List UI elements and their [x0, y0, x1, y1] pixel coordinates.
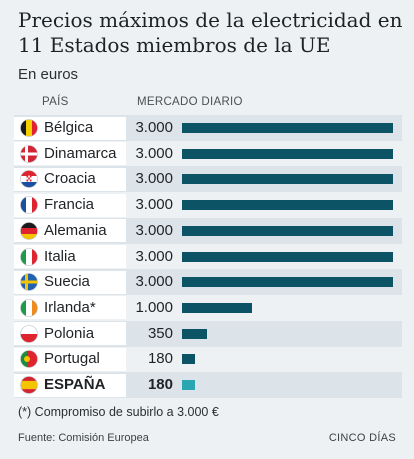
tick-label: Alemania — [44, 221, 107, 239]
country-cell — [14, 322, 126, 346]
sweden-flag-icon — [20, 273, 38, 291]
tick-label: Suecia — [44, 273, 90, 291]
portugal-flag-icon — [20, 350, 38, 369]
country-cell — [14, 116, 126, 140]
chart-title: Precios máximos de la electricidad en 11… — [18, 8, 403, 57]
tick-label: ESPAÑA — [44, 376, 106, 393]
tick-label: Bélgica — [44, 119, 94, 136]
country-cell — [14, 270, 126, 294]
bar — [182, 354, 195, 365]
data-label: 3.000 — [135, 196, 173, 214]
data-label: 3.000 — [135, 221, 173, 239]
country-cell — [14, 296, 126, 320]
bar — [182, 148, 393, 159]
spain-flag-icon — [20, 376, 38, 394]
germany-flag-icon — [20, 221, 38, 240]
bar — [182, 328, 207, 339]
bar — [182, 380, 195, 390]
tick-label: Polonia — [44, 324, 95, 342]
data-label: 3.000 — [135, 273, 173, 291]
croatia-flag-icon — [20, 170, 38, 189]
column-header-country: PAÍS — [42, 96, 69, 108]
tick-label: Italia — [44, 247, 76, 265]
tick-label: Portugal — [44, 350, 100, 368]
country-cell — [14, 167, 126, 191]
bar — [182, 251, 393, 262]
country-cell — [14, 219, 126, 243]
chart-subtitle: En euros — [18, 66, 79, 83]
tick-label: Francia — [44, 196, 95, 214]
denmark-flag-icon — [20, 144, 38, 163]
data-label: 3.000 — [135, 119, 173, 136]
data-label: 180 — [147, 376, 173, 393]
country-cell — [14, 373, 126, 397]
column-header-market: MERCADO DIARIO — [137, 96, 243, 108]
publisher-credit: CINCO DÍAS — [328, 432, 396, 444]
country-cell — [14, 347, 126, 371]
footnote: (*) Compromiso de subirlo a 3.000 € — [18, 405, 219, 419]
bar — [182, 200, 393, 211]
source-note: Fuente: Comisión Europea — [18, 432, 149, 444]
bar — [182, 302, 253, 313]
belgium-flag-icon — [20, 119, 38, 137]
country-cell — [14, 245, 126, 268]
data-label: 3.000 — [135, 247, 173, 265]
bar — [182, 225, 393, 236]
country-cell — [14, 142, 126, 166]
data-label: 3.000 — [135, 170, 173, 188]
france-flag-icon — [20, 196, 38, 214]
bar — [182, 123, 393, 133]
data-label: 180 — [147, 350, 173, 368]
bar — [182, 277, 393, 288]
italy-flag-icon — [20, 247, 38, 266]
data-label: 3.000 — [135, 144, 173, 162]
data-label: 1.000 — [135, 298, 173, 316]
data-label: 350 — [147, 324, 173, 342]
country-cell — [14, 193, 126, 217]
ireland-flag-icon — [20, 299, 38, 317]
tick-label: Croacia — [44, 170, 96, 188]
tick-label: Irlanda* — [44, 298, 96, 316]
bar — [182, 174, 393, 185]
tick-label: Dinamarca — [44, 144, 117, 162]
poland-flag-icon — [20, 324, 38, 343]
